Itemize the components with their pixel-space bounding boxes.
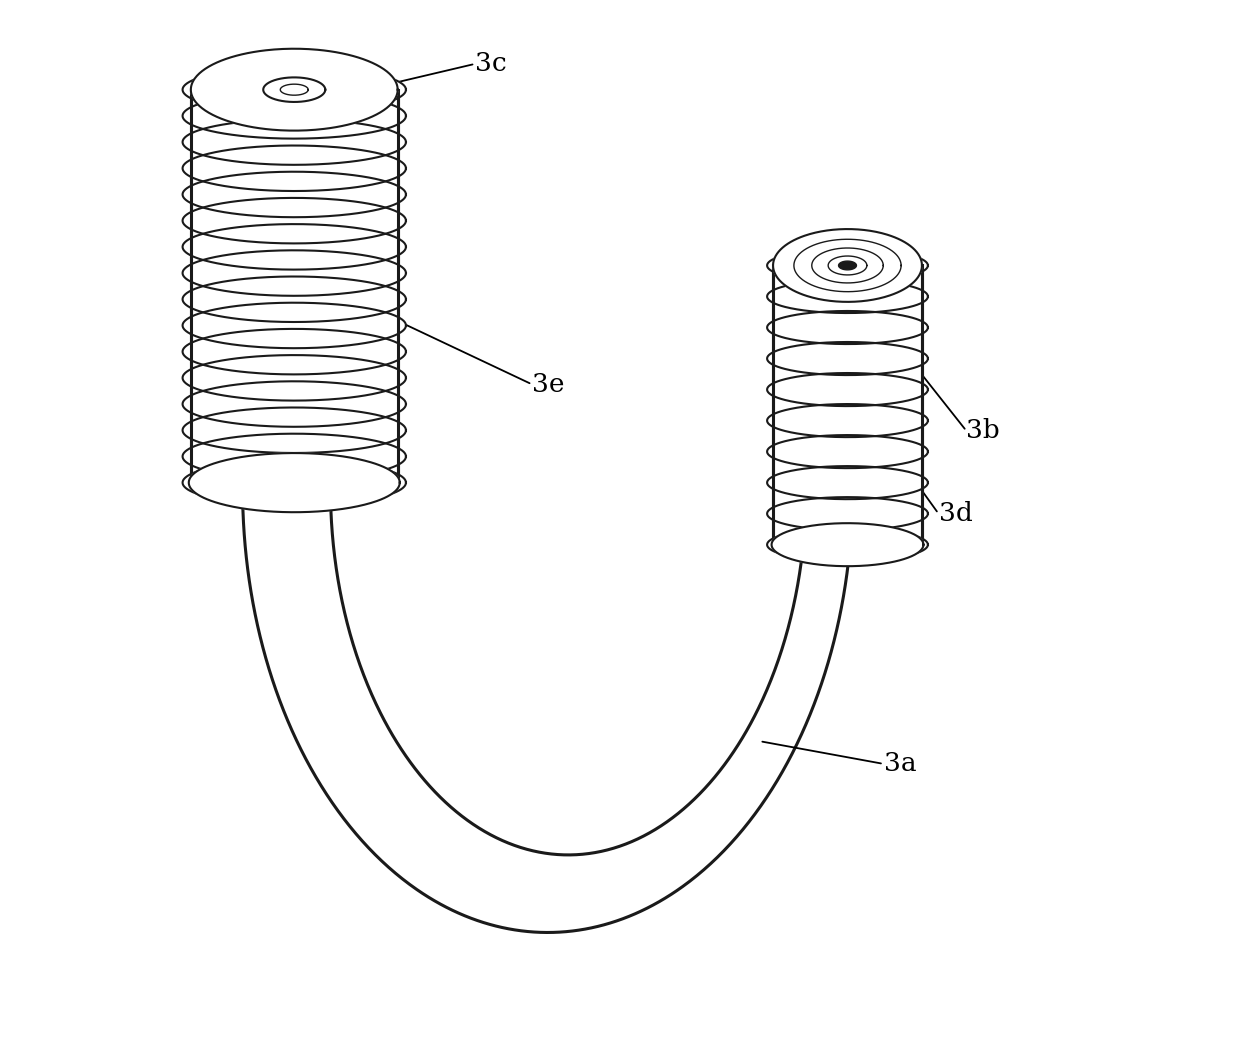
Polygon shape <box>243 487 853 933</box>
Polygon shape <box>182 408 405 453</box>
Polygon shape <box>768 435 928 468</box>
Polygon shape <box>191 48 398 131</box>
Polygon shape <box>191 90 398 483</box>
Polygon shape <box>182 93 405 138</box>
Polygon shape <box>188 453 399 512</box>
Polygon shape <box>182 434 405 479</box>
Polygon shape <box>768 373 928 407</box>
Text: 3e: 3e <box>532 372 564 397</box>
Polygon shape <box>768 311 928 344</box>
Polygon shape <box>768 342 928 375</box>
Polygon shape <box>182 198 405 243</box>
Polygon shape <box>768 249 928 282</box>
Polygon shape <box>182 355 405 400</box>
Polygon shape <box>182 303 405 348</box>
Polygon shape <box>182 224 405 269</box>
Polygon shape <box>768 280 928 313</box>
Polygon shape <box>768 528 928 562</box>
Text: 3b: 3b <box>966 418 1001 443</box>
Polygon shape <box>771 523 924 566</box>
Polygon shape <box>838 261 857 269</box>
Polygon shape <box>182 146 405 191</box>
Polygon shape <box>243 483 330 487</box>
Polygon shape <box>773 265 923 545</box>
Polygon shape <box>182 277 405 322</box>
Polygon shape <box>182 250 405 296</box>
Polygon shape <box>768 466 928 499</box>
Text: 3a: 3a <box>884 751 916 777</box>
Polygon shape <box>768 405 928 437</box>
Polygon shape <box>806 487 853 545</box>
Polygon shape <box>182 381 405 427</box>
Polygon shape <box>182 460 405 505</box>
Polygon shape <box>182 172 405 217</box>
Polygon shape <box>182 119 405 165</box>
Polygon shape <box>182 329 405 374</box>
Polygon shape <box>768 497 928 530</box>
Text: 3c: 3c <box>475 51 507 77</box>
Polygon shape <box>773 230 923 302</box>
Polygon shape <box>182 67 405 112</box>
Text: 3d: 3d <box>939 501 972 526</box>
